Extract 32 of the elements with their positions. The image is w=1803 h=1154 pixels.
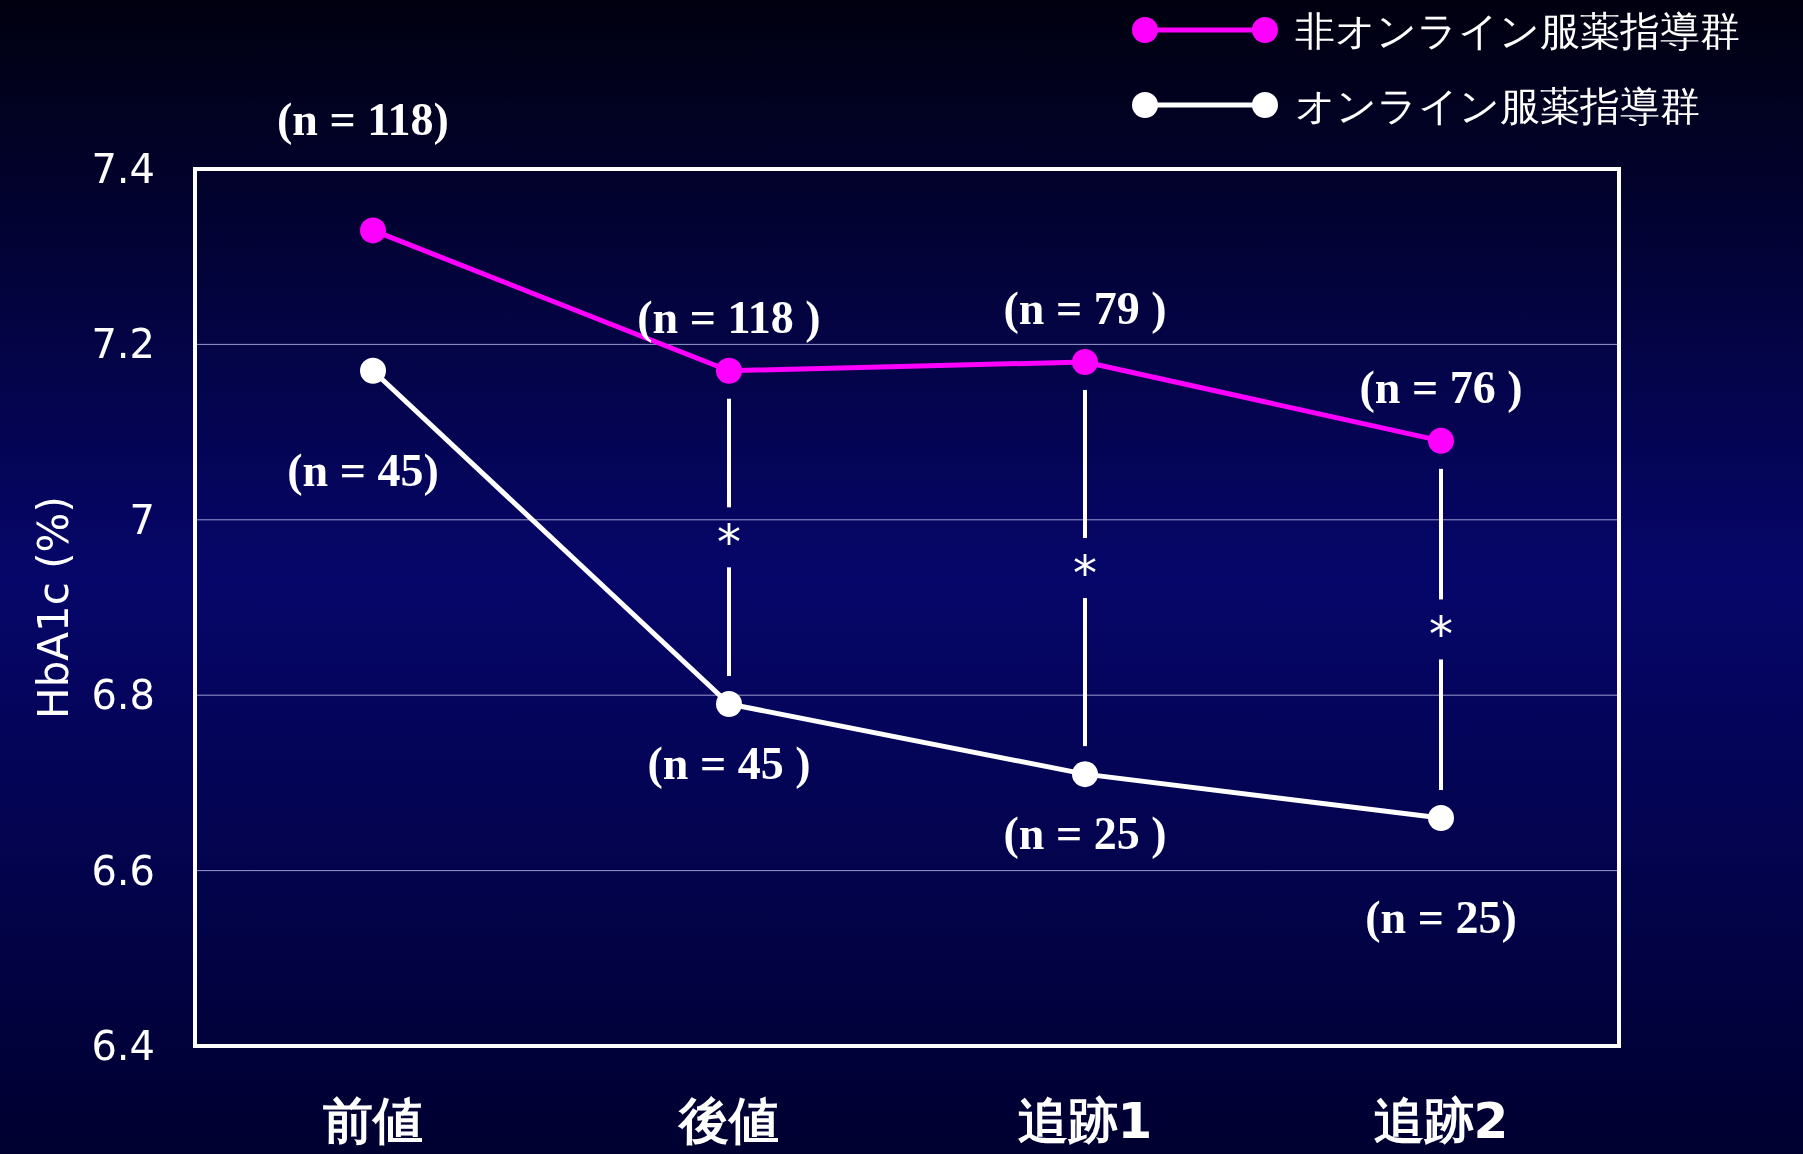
y-axis-title: HbA1c (%) xyxy=(29,496,78,719)
point xyxy=(1428,427,1454,454)
annotation: (n = 25 ) xyxy=(1003,808,1167,860)
annotation: * xyxy=(1429,606,1453,663)
y-tick-label: 7.2 xyxy=(91,321,155,368)
y-tick-label: 6.6 xyxy=(91,847,155,894)
annotation: (n = 79 ) xyxy=(1003,282,1167,334)
y-tick-label: 7.4 xyxy=(91,146,155,192)
annotation: (n = 45) xyxy=(287,444,439,496)
y-tick-label: 6.4 xyxy=(91,1023,155,1069)
annotation: * xyxy=(717,514,741,571)
y-tick-label: 7 xyxy=(129,496,155,543)
point xyxy=(360,357,386,384)
legend-label: 非オンライン服薬指導群 xyxy=(1295,8,1740,54)
point xyxy=(360,217,386,244)
point xyxy=(716,357,742,384)
x-tick-label: 前値 xyxy=(323,1092,423,1150)
point xyxy=(716,690,742,717)
x-tick-label: 後値 xyxy=(677,1092,779,1150)
annotation: (n = 76 ) xyxy=(1359,361,1523,413)
point xyxy=(1428,804,1454,831)
y-tick-label: 6.8 xyxy=(91,672,155,719)
point xyxy=(1072,761,1098,788)
annotation: (n = 118) xyxy=(277,94,449,146)
point xyxy=(1072,348,1098,375)
annotation: (n = 118 ) xyxy=(637,291,821,343)
x-tick-label: 追跡2 xyxy=(1373,1092,1509,1150)
annotation: (n = 45 ) xyxy=(647,737,811,789)
annotation: (n = 25) xyxy=(1365,891,1517,943)
annotation: * xyxy=(1073,545,1097,602)
legend-label: オンライン服薬指導群 xyxy=(1295,83,1700,129)
x-tick-label: 追跡1 xyxy=(1017,1092,1153,1150)
